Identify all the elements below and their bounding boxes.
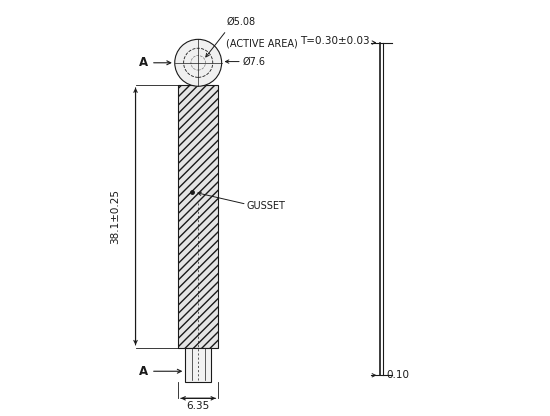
Text: A: A bbox=[139, 365, 148, 378]
Text: 0.10: 0.10 bbox=[386, 370, 409, 380]
Bar bbox=[185, 348, 211, 382]
Text: A: A bbox=[139, 56, 148, 69]
Text: T=0.30±0.03: T=0.30±0.03 bbox=[300, 35, 370, 45]
Text: 6.35: 6.35 bbox=[186, 401, 210, 411]
Bar bbox=[178, 85, 218, 348]
Circle shape bbox=[175, 40, 222, 86]
Text: 38.1±0.25: 38.1±0.25 bbox=[111, 189, 120, 244]
Text: (ACTIVE AREA): (ACTIVE AREA) bbox=[227, 39, 298, 49]
Text: GUSSET: GUSSET bbox=[247, 201, 285, 211]
Text: Ø5.08: Ø5.08 bbox=[227, 16, 256, 26]
Text: Ø7.6: Ø7.6 bbox=[243, 57, 266, 67]
